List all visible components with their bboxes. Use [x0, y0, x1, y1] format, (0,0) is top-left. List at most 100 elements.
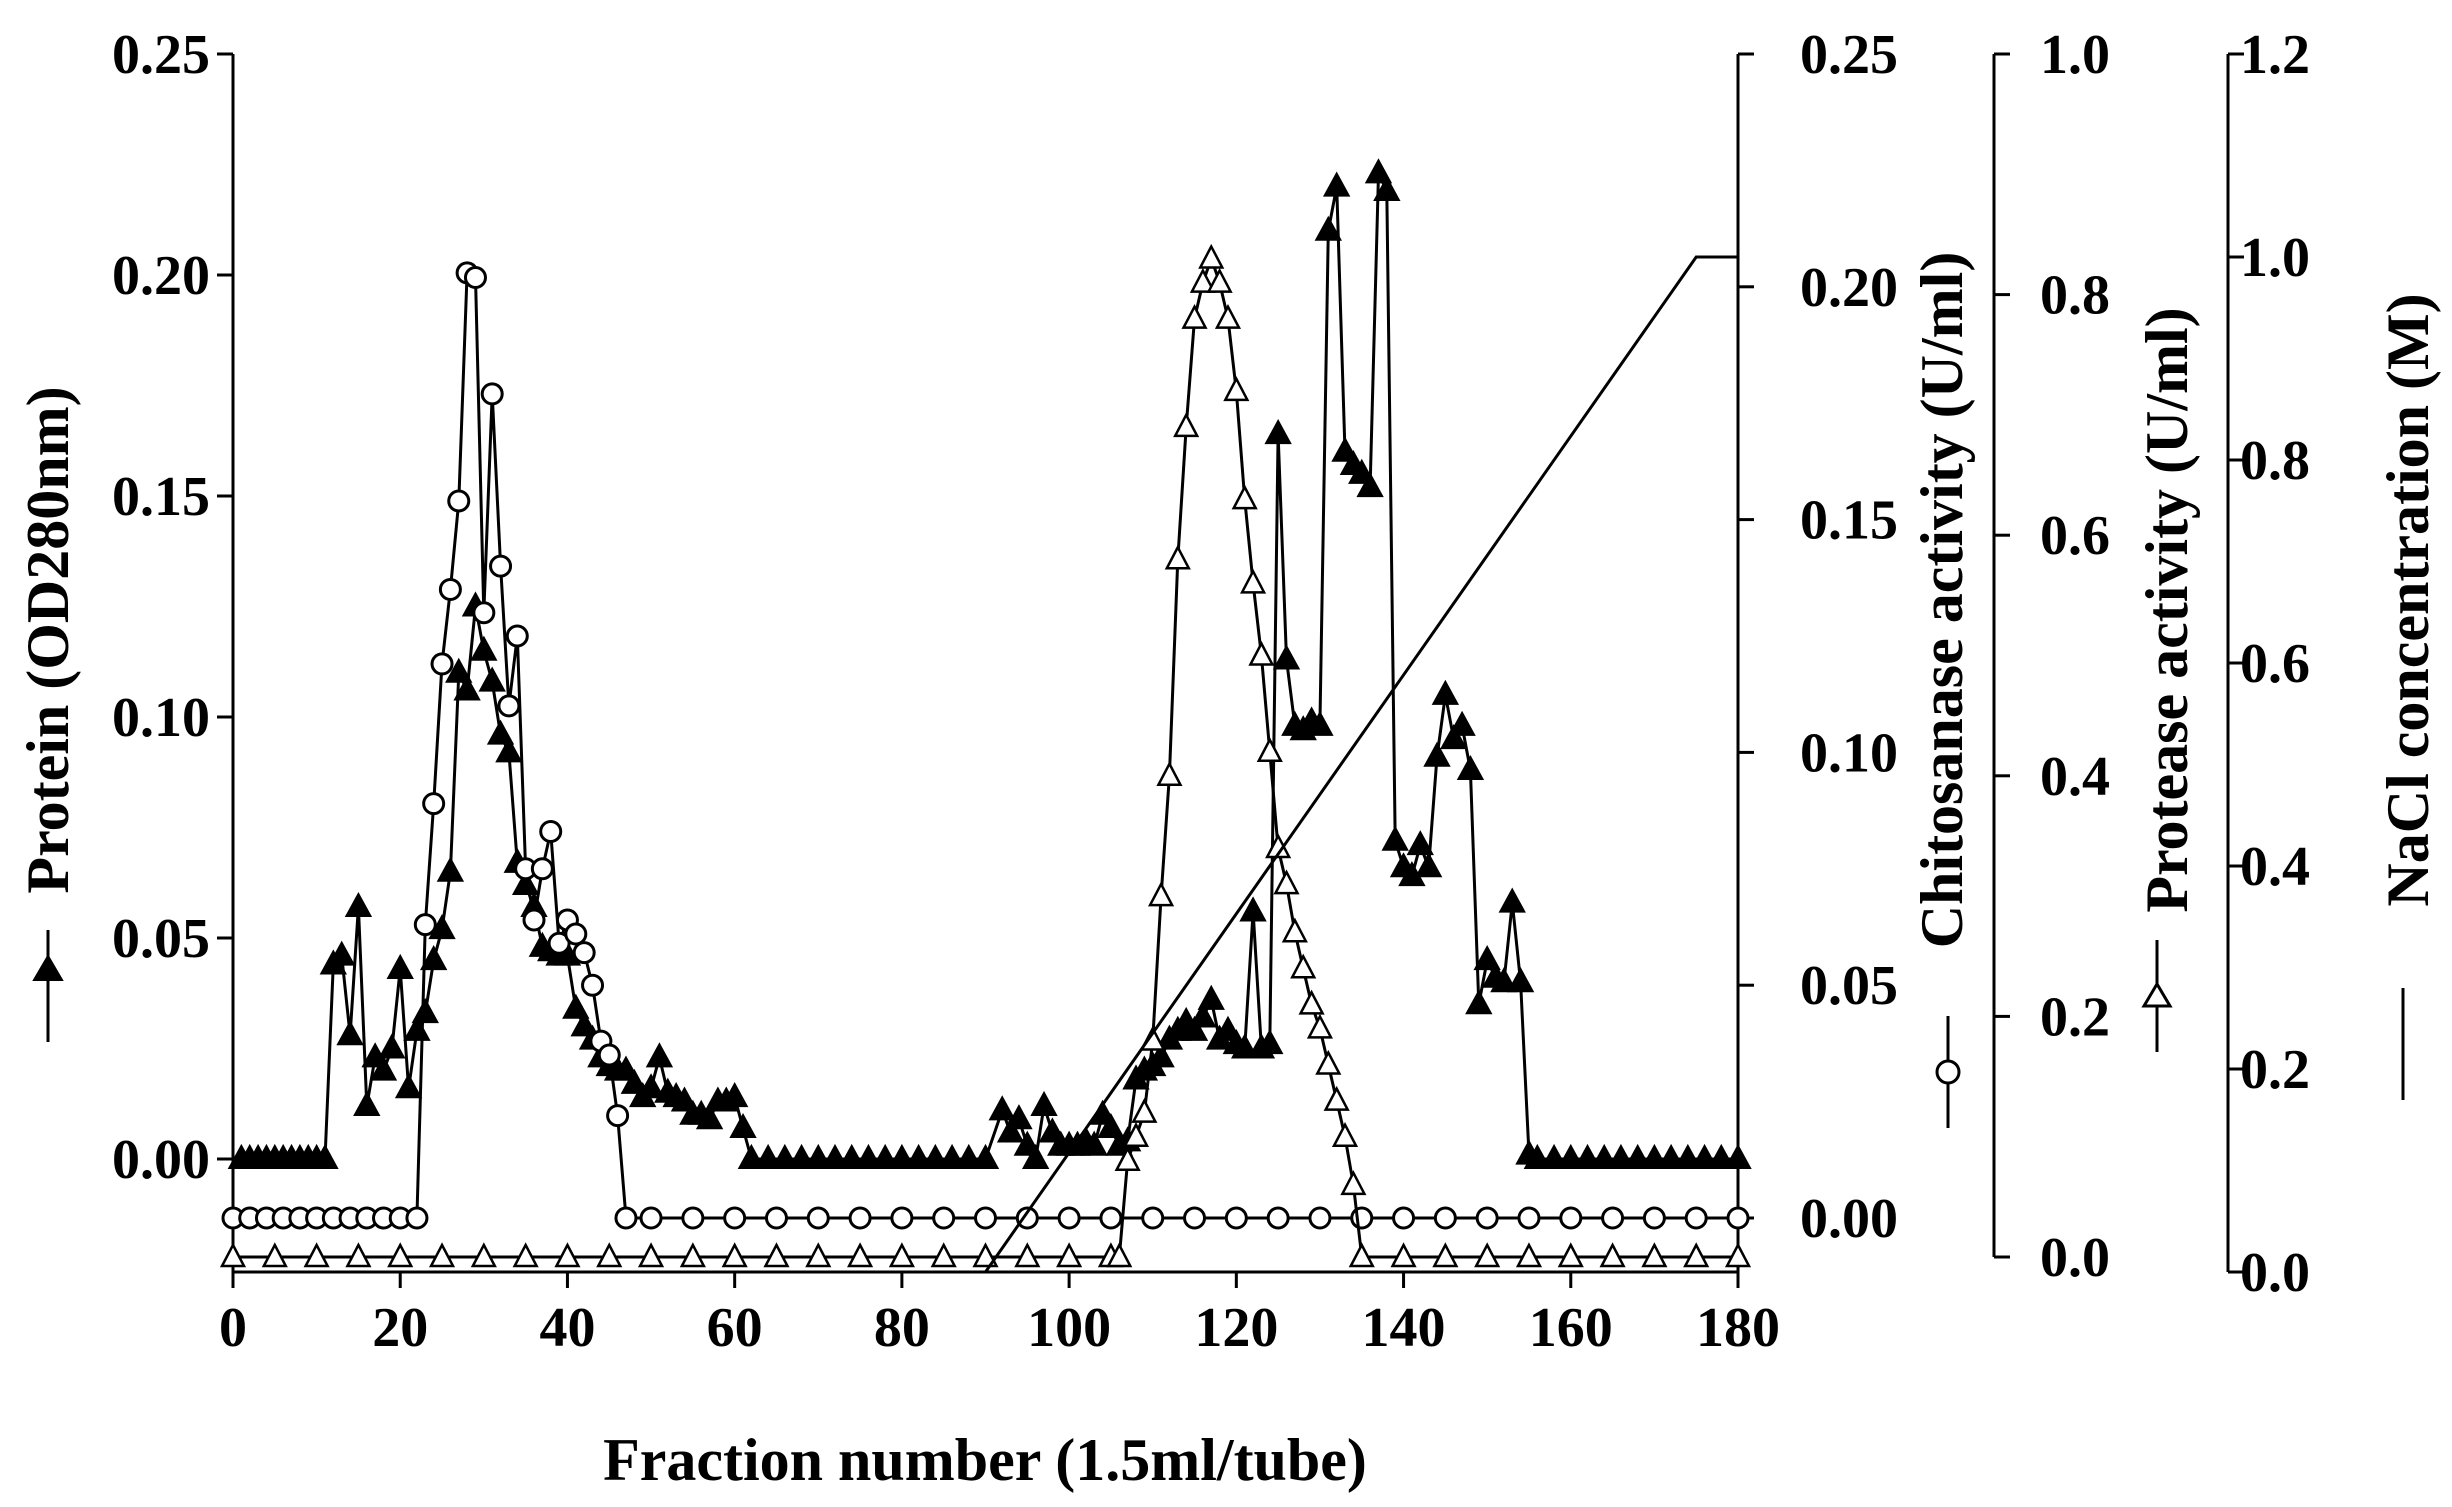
- protease-point: [1474, 1242, 1501, 1268]
- protease-point: [345, 1242, 372, 1268]
- protein-point: [1440, 724, 1468, 750]
- chitosanase-legend: [1935, 1016, 1961, 1128]
- protein-point: [470, 635, 498, 661]
- protein-point: [353, 1090, 381, 1116]
- protease-point: [1340, 1170, 1367, 1196]
- chitosanase-point: [447, 489, 471, 513]
- protease-point: [1641, 1242, 1668, 1268]
- protease-point: [1256, 737, 1283, 762]
- chitosanase-point: [1433, 1206, 1457, 1230]
- chitosanase-point: [764, 1206, 788, 1230]
- chitosanase-tick-label: 0.00: [1800, 1188, 1898, 1250]
- protein-point: [871, 1143, 899, 1169]
- protein-point: [411, 998, 439, 1024]
- nacl-axis-title-text: NaCl concentration (M): [2375, 293, 2441, 906]
- protease-point: [847, 1242, 874, 1268]
- protease-point: [1156, 761, 1183, 787]
- chitosanase-axis-title-text: Chitosanase activity (U/ml): [1909, 252, 1975, 949]
- protein-legend: [32, 930, 64, 1042]
- protease-legend-open-triangle-icon: [2141, 981, 2173, 1008]
- protein-point: [854, 1143, 883, 1169]
- protease-legend: [2141, 940, 2173, 1052]
- chitosanase-point: [1642, 1206, 1666, 1230]
- protein-point: [419, 945, 448, 971]
- protease-tick-label: 0.6: [2040, 505, 2110, 567]
- protein-point: [1623, 1143, 1652, 1169]
- protein-point: [1005, 1104, 1033, 1130]
- tick-labels: 0 20 40 60 80 100 120 140 160 180 0.00 0.05 0.10 0.15…: [112, 24, 2310, 1359]
- protein-point: [1356, 472, 1384, 498]
- x-tick-label: 100: [1027, 1297, 1111, 1359]
- chitosanase-point: [806, 1206, 830, 1230]
- chitosanase-point: [681, 1206, 705, 1230]
- chitosanase-tick-label: 0.05: [1800, 955, 1898, 1017]
- protease-point: [1331, 1122, 1359, 1147]
- chitosanase-point: [1266, 1206, 1290, 1230]
- chitosanase-point: [1392, 1206, 1416, 1230]
- protein-point: [1314, 215, 1342, 241]
- protein-point: [486, 719, 515, 745]
- protein-point: [904, 1143, 933, 1169]
- protein-point: [1272, 644, 1301, 670]
- protein-point: [478, 666, 506, 692]
- protein-point: [637, 1073, 665, 1099]
- protease-point: [1173, 412, 1200, 438]
- chitosanase-point: [932, 1206, 956, 1230]
- protein-point: [1473, 945, 1501, 971]
- protein-point: [1724, 1143, 1752, 1169]
- protein-point: [1498, 887, 1526, 913]
- protein-point: [1097, 1112, 1125, 1139]
- protein-point: [369, 1055, 398, 1081]
- protein-point: [1147, 1042, 1175, 1068]
- protein-point: [1021, 1143, 1050, 1169]
- chitosanase-point: [1308, 1206, 1332, 1230]
- x-tick-label: 0: [219, 1297, 247, 1359]
- chitosanase-point: [472, 601, 496, 625]
- protein-point: [695, 1104, 724, 1130]
- protein-point: [1256, 1028, 1284, 1055]
- chitosanase-point: [572, 941, 596, 965]
- protease-point: [596, 1242, 623, 1268]
- nacl-tick-label: 0.8: [2240, 430, 2310, 492]
- chitosanase-point: [1183, 1206, 1207, 1230]
- protease-point: [1206, 267, 1233, 293]
- chitosanase-point: [480, 382, 504, 406]
- chitosanase-point: [1726, 1206, 1750, 1230]
- x-tick-label: 40: [539, 1297, 595, 1359]
- protease-point: [470, 1242, 497, 1268]
- protein-point: [1540, 1143, 1568, 1169]
- protease-point: [1315, 1049, 1342, 1075]
- protein-point: [1030, 1090, 1058, 1116]
- protease-point: [1599, 1242, 1626, 1268]
- chitosanase-point: [1099, 1206, 1123, 1230]
- protein-point: [1189, 1002, 1217, 1028]
- protease-point: [888, 1242, 915, 1268]
- protein-point: [955, 1143, 983, 1169]
- protease-point: [554, 1242, 581, 1268]
- protease-point: [1231, 484, 1258, 510]
- chitosanase-legend-open-circle-icon: [1935, 1059, 1961, 1085]
- chitosanase-point: [497, 694, 521, 718]
- protein-point: [888, 1143, 916, 1169]
- chitosanase-point: [505, 624, 529, 648]
- nacl-tick-label: 0.2: [2240, 1039, 2310, 1101]
- nacl-series-line: [233, 255, 1738, 1274]
- nacl-tick-label: 0.0: [2240, 1242, 2310, 1304]
- protease-point: [1273, 869, 1300, 895]
- protein-point: [1465, 989, 1493, 1015]
- chitosanase-tick-label: 0.10: [1800, 722, 1898, 784]
- protease-point: [1248, 640, 1275, 666]
- chitosanase-point: [413, 913, 437, 937]
- chitosanase-tick-label: 0.15: [1800, 490, 1898, 552]
- protease-point: [1148, 881, 1175, 907]
- chitosanase-point: [890, 1206, 914, 1230]
- chitosanase-point: [1684, 1206, 1708, 1230]
- protein-point: [1640, 1143, 1669, 1169]
- protease-tick-label: 0.2: [2040, 986, 2110, 1048]
- protein-point: [1573, 1143, 1602, 1169]
- chitosanase-point: [639, 1206, 663, 1230]
- protein-point: [1506, 967, 1535, 993]
- protein-tick-label: 0.15: [112, 466, 210, 528]
- chitosanase-point: [1015, 1206, 1039, 1230]
- chitosanase-point: [974, 1206, 997, 1230]
